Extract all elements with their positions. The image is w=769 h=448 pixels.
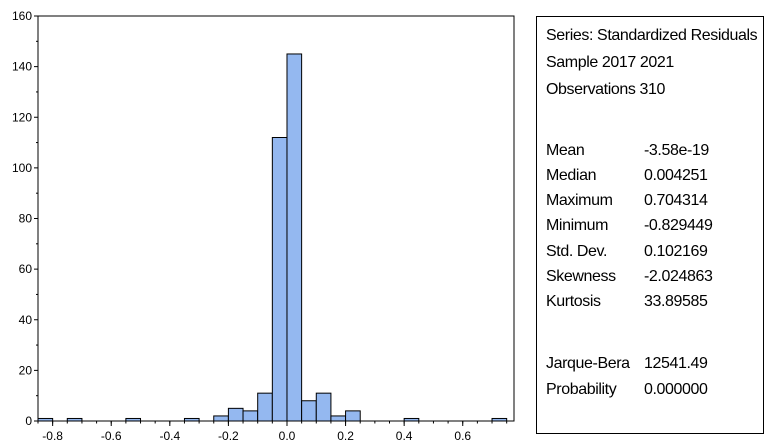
stat-row-mean: Mean -3.58e-19 (546, 142, 756, 164)
x-tick-label: -0.2 (218, 429, 239, 443)
histogram-bar (271, 137, 288, 422)
y-tick-label: 160 (12, 9, 32, 23)
histogram-bar (37, 417, 54, 422)
stat-row-kurtosis: Kurtosis 33.89585 (546, 293, 756, 315)
stat-label: Kurtosis (546, 293, 601, 310)
histogram-bar (301, 400, 317, 422)
y-tick-label: 100 (12, 161, 32, 175)
stat-row-minimum: Minimum -0.829449 (546, 217, 756, 239)
x-tick-label: -0.4 (159, 429, 180, 443)
y-tick-label: 80 (19, 212, 33, 226)
histogram-bar (403, 417, 420, 422)
histogram-bar (330, 415, 347, 422)
x-tick-label: -0.6 (101, 429, 122, 443)
x-tick-label: -0.8 (42, 429, 63, 443)
histogram-bar (183, 417, 200, 422)
stat-row-maximum: Maximum 0.704314 (546, 192, 756, 214)
histogram-bar (242, 410, 259, 422)
stat-value: 0.704314 (644, 192, 708, 209)
series-title: Series: Standardized Residuals (546, 27, 758, 44)
histogram-bar (257, 392, 273, 422)
y-tick-label: 40 (19, 313, 33, 327)
stat-value: 0.004251 (644, 167, 708, 184)
stat-label: Std. Dev. (546, 243, 608, 260)
histogram-bar (315, 392, 332, 422)
histogram-bar (345, 410, 361, 422)
stat-value: -3.58e-19 (644, 142, 709, 159)
stat-value: 0.102169 (644, 243, 708, 260)
histogram-bars (37, 53, 508, 422)
stat-row-probability: Probability 0.000000 (546, 381, 756, 403)
histogram-bar (286, 53, 303, 422)
x-tick-label: 0.0 (279, 429, 296, 443)
x-tick-label: 0.2 (337, 429, 354, 443)
stat-value: 12541.49 (644, 355, 708, 372)
y-tick-label: 140 (12, 60, 32, 74)
y-tick-label: 120 (12, 110, 32, 124)
stat-label: Skewness (546, 268, 616, 285)
histogram-chart: 0 20 40 60 80 100 120 140 160 -0.8 -0.6 -0.4 -0.2 0.… (12, 9, 515, 443)
histogram-bar (125, 417, 142, 422)
stat-row-std-dev: Std. Dev. 0.102169 (546, 243, 756, 265)
stat-value: 33.89585 (644, 293, 708, 310)
stat-label: Minimum (546, 217, 609, 234)
y-axis: 0 20 40 60 80 100 120 140 160 (12, 9, 38, 428)
histogram-bar (227, 407, 244, 422)
histogram-bar (213, 415, 229, 422)
stat-row-skewness: Skewness -2.024863 (546, 268, 756, 290)
y-tick-label: 60 (19, 262, 33, 276)
stat-value: 0.000000 (644, 381, 708, 398)
sample-range: Sample 2017 2021 (546, 54, 674, 71)
x-tick-label: 0.4 (396, 429, 413, 443)
stat-row-jarque-bera: Jarque-Bera 12541.49 (546, 355, 756, 377)
observations-count: Observations 310 (546, 81, 666, 98)
histogram-bar (491, 417, 508, 422)
statistics-panel: Series: Standardized Residuals Sample 20… (536, 16, 764, 434)
stat-label: Jarque-Bera (546, 355, 630, 372)
stat-label: Maximum (546, 192, 613, 209)
stat-label: Median (546, 167, 597, 184)
stat-value: -2.024863 (644, 268, 713, 285)
histogram-bar (66, 417, 83, 422)
stat-label: Mean (546, 142, 585, 159)
stat-row-median: Median 0.004251 (546, 167, 756, 189)
stat-label: Probability (546, 381, 617, 398)
x-axis: -0.8 -0.6 -0.4 -0.2 0.0 0.2 0.4 0.6 (37, 421, 508, 443)
y-tick-label: 20 (19, 363, 33, 377)
stat-value: -0.829449 (644, 217, 713, 234)
y-tick-label: 0 (25, 414, 32, 428)
x-tick-label: 0.6 (454, 429, 471, 443)
